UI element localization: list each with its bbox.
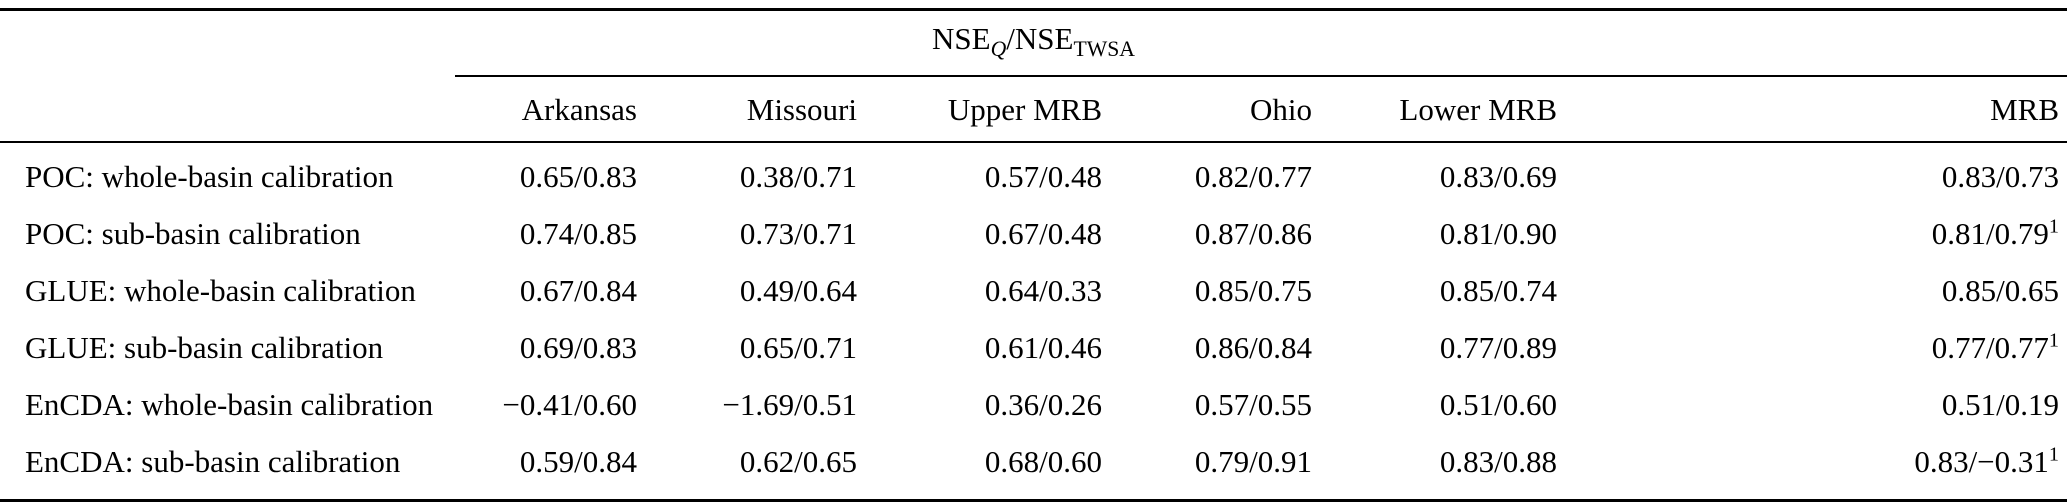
table-row-encda-sub-basin: EnCDA: sub-basin calibration 0.59/0.84 0… [0, 434, 2067, 501]
cell-lower-mrb: 0.81/0.90 [1439, 216, 1557, 252]
col-header-mrb: MRB [1565, 76, 2067, 143]
row-label: POC: sub-basin calibration [25, 216, 361, 252]
cell-ohio: 0.86/0.84 [1194, 330, 1312, 366]
cell-missouri: 0.73/0.71 [739, 216, 857, 252]
results-table: NSEQ/NSETWSA Arkansas Missouri Upper MRB… [0, 8, 2067, 502]
cell-upper-mrb: 0.61/0.46 [984, 330, 1102, 366]
nse-q-subscript: Q [990, 37, 1007, 62]
cell-arkansas: −0.41/0.60 [502, 387, 637, 423]
row-label: GLUE: sub-basin calibration [25, 330, 384, 366]
nse-text: NSE [932, 21, 991, 56]
cell-ohio: 0.85/0.75 [1194, 273, 1312, 309]
cell-lower-mrb: 0.77/0.89 [1439, 330, 1557, 366]
group-header-row: NSEQ/NSETWSA [0, 10, 2067, 76]
cell-arkansas: 0.65/0.83 [519, 159, 637, 195]
cell-ohio: 0.57/0.55 [1194, 387, 1312, 423]
cell-missouri: −1.69/0.51 [722, 387, 857, 423]
cell-ohio: 0.79/0.91 [1194, 444, 1312, 480]
column-header-row: Arkansas Missouri Upper MRB Ohio Lower M… [0, 76, 2067, 143]
cell-upper-mrb: 0.67/0.48 [984, 216, 1102, 252]
cell-mrb-value: 0.81/0.79 [1931, 216, 2049, 252]
cell-missouri: 0.62/0.65 [739, 444, 857, 480]
cell-mrb-value: 0.77/0.77 [1931, 330, 2049, 366]
table-row-glue-sub-basin: GLUE: sub-basin calibration 0.69/0.83 0.… [0, 320, 2067, 377]
table-row-poc-sub-basin: POC: sub-basin calibration 0.74/0.85 0.7… [0, 206, 2067, 263]
cell-mrb: 0.83/0.73 [1565, 142, 2067, 206]
cell-mrb: 0.81/0.791 [1565, 206, 2067, 263]
cell-mrb: 0.83/−0.311 [1565, 434, 2067, 501]
cell-arkansas: 0.69/0.83 [519, 330, 637, 366]
footnote-marker: 1 [2048, 216, 2059, 239]
col-header-ohio: Ohio [1110, 76, 1320, 143]
cell-mrb-value: 0.51/0.19 [1941, 387, 2059, 423]
row-label: GLUE: whole-basin calibration [25, 273, 416, 309]
cell-mrb-value: 0.85/0.65 [1941, 273, 2059, 309]
cell-ohio: 0.87/0.86 [1194, 216, 1312, 252]
cell-mrb: 0.85/0.65 [1565, 263, 2067, 320]
cell-lower-mrb: 0.85/0.74 [1439, 273, 1557, 309]
group-header-label: NSEQ/NSETWSA [932, 21, 1135, 61]
cell-arkansas: 0.74/0.85 [519, 216, 637, 252]
col-header-arkansas: Arkansas [455, 76, 645, 143]
cell-mrb-value: 0.83/−0.31 [1914, 444, 2049, 480]
cell-lower-mrb: 0.83/0.88 [1439, 444, 1557, 480]
group-header: NSEQ/NSETWSA [0, 10, 2067, 76]
cell-ohio: 0.82/0.77 [1194, 159, 1312, 195]
cell-mrb: 0.77/0.771 [1565, 320, 2067, 377]
cell-missouri: 0.38/0.71 [739, 159, 857, 195]
cell-missouri: 0.49/0.64 [739, 273, 857, 309]
table-row-encda-whole-basin: EnCDA: whole-basin calibration −0.41/0.6… [0, 377, 2067, 434]
cell-lower-mrb: 0.83/0.69 [1439, 159, 1557, 195]
row-label: EnCDA: whole-basin calibration [25, 387, 434, 423]
table-row-poc-whole-basin: POC: whole-basin calibration 0.65/0.83 0… [0, 142, 2067, 206]
cell-upper-mrb: 0.64/0.33 [984, 273, 1102, 309]
cell-missouri: 0.65/0.71 [739, 330, 857, 366]
nse-mid-text: /NSE [1006, 21, 1074, 56]
cell-upper-mrb: 0.36/0.26 [984, 387, 1102, 423]
footnote-marker: 1 [2048, 330, 2059, 353]
cell-mrb: 0.51/0.19 [1565, 377, 2067, 434]
row-label-header [0, 76, 455, 143]
row-label: POC: whole-basin calibration [25, 159, 394, 195]
cell-mrb-value: 0.83/0.73 [1941, 159, 2059, 195]
cell-lower-mrb: 0.51/0.60 [1439, 387, 1557, 423]
col-header-upper-mrb: Upper MRB [865, 76, 1110, 143]
cell-upper-mrb: 0.57/0.48 [984, 159, 1102, 195]
col-header-missouri: Missouri [645, 76, 865, 143]
row-label: EnCDA: sub-basin calibration [25, 444, 401, 480]
cell-arkansas: 0.59/0.84 [519, 444, 637, 480]
nse-twsa-subscript: TWSA [1073, 37, 1135, 62]
footnote-marker: 1 [2048, 444, 2059, 467]
table-row-glue-whole-basin: GLUE: whole-basin calibration 0.67/0.84 … [0, 263, 2067, 320]
cell-arkansas: 0.67/0.84 [519, 273, 637, 309]
col-header-lower-mrb: Lower MRB [1320, 76, 1565, 143]
cell-upper-mrb: 0.68/0.60 [984, 444, 1102, 480]
